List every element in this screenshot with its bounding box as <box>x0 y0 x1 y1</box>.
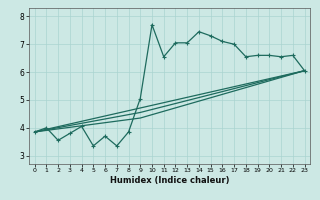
X-axis label: Humidex (Indice chaleur): Humidex (Indice chaleur) <box>110 176 229 185</box>
